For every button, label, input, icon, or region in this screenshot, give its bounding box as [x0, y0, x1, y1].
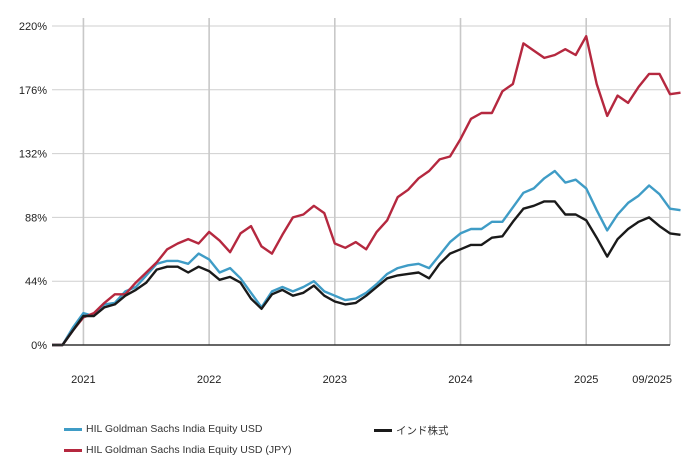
legend-swatch-jpy	[64, 448, 82, 452]
y-tick-label: 220%	[19, 21, 47, 33]
x-tick-label: 2023	[323, 374, 347, 386]
legend-swatch-usd	[64, 427, 82, 431]
x-tick-label: 2024	[448, 374, 472, 386]
legend-entry-jpy: HIL Goldman Sachs India Equity USD (JPY)	[64, 444, 292, 456]
legend-entry-india-equity: インド株式	[374, 423, 449, 438]
x-tick-label: 2025	[574, 374, 598, 386]
y-tick-label: 44%	[25, 276, 47, 288]
y-tick-label: 176%	[19, 85, 47, 97]
y-tick-label: 0%	[31, 340, 47, 352]
x-tick-label: 09/2025	[632, 374, 672, 386]
legend-swatch-india-equity	[374, 429, 392, 432]
y-tick-label: 132%	[19, 149, 47, 161]
legend-label-usd: HIL Goldman Sachs India Equity USD	[86, 423, 263, 435]
vertical-gridlines	[82, 18, 671, 345]
series-line-2	[52, 200, 681, 347]
legend-label-india-equity: インド株式	[396, 425, 449, 437]
legend-label-jpy: HIL Goldman Sachs India Equity USD (JPY)	[86, 444, 292, 456]
y-axis-tick-labels: 0% 44% 88% 132% 176% 220%	[19, 21, 47, 352]
x-tick-label: 2021	[71, 374, 95, 386]
series-line-1	[52, 35, 681, 347]
horizontal-gridlines	[52, 25, 670, 282]
x-axis-tick-labels: 2021 2022 2023 2024 2025 09/2025	[71, 374, 672, 386]
series-lines	[52, 35, 681, 347]
y-tick-label: 88%	[25, 212, 47, 224]
legend-entry-usd: HIL Goldman Sachs India Equity USD	[64, 423, 262, 435]
x-tick-label: 2022	[197, 374, 221, 386]
